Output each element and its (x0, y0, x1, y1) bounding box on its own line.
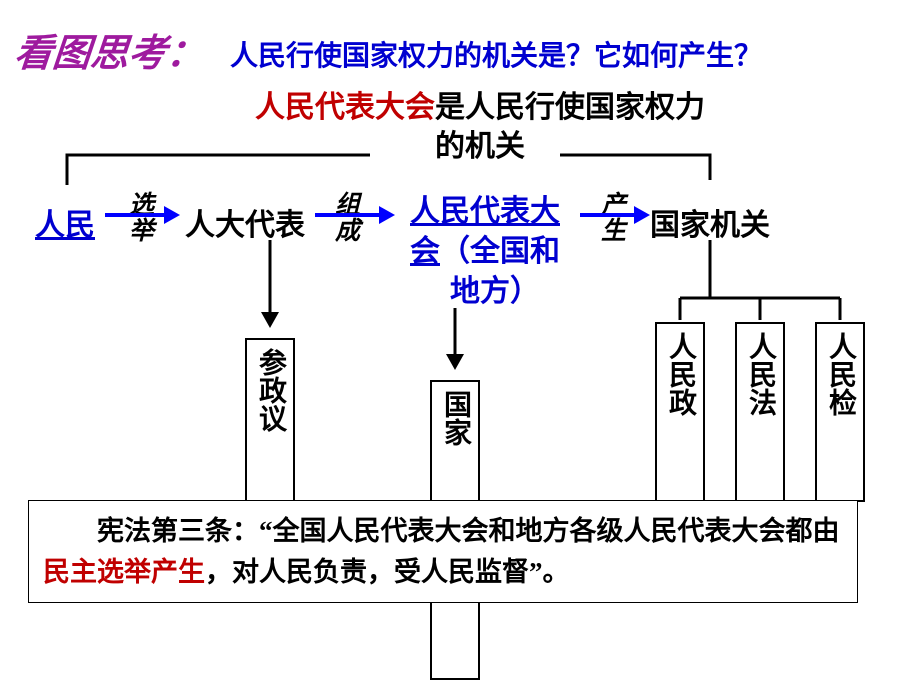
box-government: 人民政 (655, 322, 705, 502)
footnote-constitution: 宪法第三条：“全国人民代表大会和地方各级人民代表大会都由民主选举产生，对人民负责… (28, 500, 858, 603)
arrow-label-produce: 产生 (601, 193, 626, 246)
node-congress-l2b: （全国和 (440, 235, 560, 268)
subtitle-black: 是人民行使国家权力的机关 (435, 91, 705, 163)
question-text: 人民行使国家权力的机关是？它如何产生？ (230, 34, 762, 74)
node-people: 人民 (35, 200, 95, 244)
node-state-organs: 国家机关 (650, 200, 770, 244)
node-congress-line2: 会（全国和 (410, 226, 560, 270)
box-participate: 参政议 (245, 338, 295, 508)
node-representatives: 人大代表 (185, 200, 305, 244)
box-procuratorate: 人民检 (815, 322, 865, 502)
footnote-pre: 宪法第三条：“全国人民代表大会和地方各级人民代表大会都由 (43, 516, 840, 546)
footnote-post: ，对人民负责，受人民监督”。 (205, 557, 570, 587)
footnote-red: 民主选举产生 (43, 557, 205, 587)
subtitle: 人民代表大会是人民行使国家权力的机关 (250, 88, 710, 166)
arrow-label-elect: 选举 (129, 193, 154, 246)
banner-title: 看图思考： (13, 22, 208, 77)
arrow-label-compose: 组成 (335, 193, 360, 246)
node-congress-line1: 人民代表大 (410, 186, 560, 230)
node-congress-line3: 地方） (450, 266, 540, 310)
node-congress-l2a: 会 (410, 235, 440, 268)
subtitle-red: 人民代表大会 (255, 91, 435, 124)
box-court: 人民法 (735, 322, 785, 502)
